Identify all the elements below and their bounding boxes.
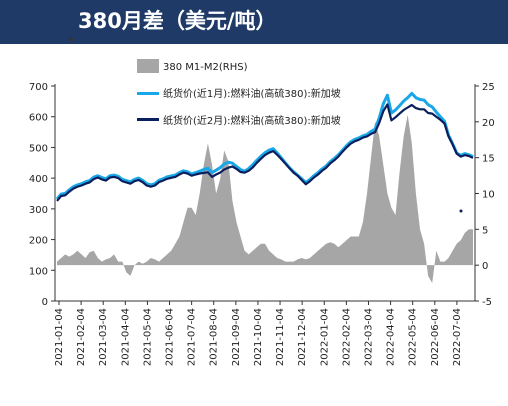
- right-tick-label: 25: [482, 82, 495, 93]
- x-tick-label: 2021-01-04: [54, 308, 65, 366]
- right-tick-label: 5: [482, 225, 488, 236]
- right-tick-label: -5: [482, 297, 492, 308]
- series-line-m2: [56, 103, 474, 202]
- x-tick-label: 2022-01-04: [319, 308, 330, 366]
- left-tick-label: 0: [42, 297, 48, 308]
- x-tick-label: 2021-03-04: [98, 308, 109, 366]
- left-tick-label: 600: [29, 113, 48, 124]
- legend-swatch-spread: [137, 59, 159, 73]
- legend: 380 M1-M2(RHS) 纸货价(近1月):燃料油(高硫380):新加坡 纸…: [137, 59, 341, 127]
- left-tick-label: 700: [29, 82, 48, 93]
- title-banner: 380月差（美元/吨）: [0, 0, 508, 44]
- right-tick-label: 15: [482, 154, 495, 165]
- legend-label-spread: 380 M1-M2(RHS): [163, 62, 248, 73]
- left-tick-label: 500: [29, 143, 48, 154]
- series-line-m1: [55, 91, 474, 200]
- x-tick-label: 2022-03-04: [363, 308, 374, 366]
- x-tick-label: 2021-12-04: [297, 308, 308, 366]
- page-title: 380月差（美元/吨）: [78, 9, 277, 33]
- legend-label-m2: 纸货价(近2月):燃料油(高硫380):新加坡: [163, 114, 341, 127]
- left-tick-label: 400: [29, 174, 48, 185]
- x-tick-label: 2021-10-04: [253, 308, 264, 366]
- left-tick-label: 200: [29, 236, 48, 247]
- x-tick-label: 2022-07-04: [452, 308, 463, 366]
- stray-marker: [459, 209, 463, 213]
- x-tick-label: 2021-02-04: [76, 308, 87, 366]
- left-tick-label: 100: [29, 266, 48, 277]
- x-tick-label: 2021-06-04: [165, 308, 176, 366]
- x-tick-label: 2021-04-04: [120, 308, 131, 366]
- x-tick-label: 2022-02-04: [341, 308, 352, 366]
- x-tick-label: 2021-09-04: [231, 308, 242, 366]
- x-tick-label: 2021-05-04: [142, 308, 153, 366]
- decorative-dot: [70, 38, 73, 41]
- x-tick-label: 2022-05-04: [408, 308, 419, 366]
- series-area-spread: [57, 114, 473, 284]
- left-tick-label: 300: [29, 205, 48, 216]
- marks-group: [55, 91, 474, 284]
- x-tick-label: 2021-08-04: [209, 308, 220, 366]
- legend-swatch-m2: [137, 118, 159, 121]
- x-tick-label: 2021-07-04: [187, 308, 198, 366]
- legend-swatch-m1: [137, 92, 159, 95]
- right-tick-label: 0: [482, 261, 488, 272]
- right-tick-label: 10: [482, 190, 495, 201]
- x-tick-label: 2022-06-04: [430, 308, 441, 366]
- x-tick-label: 2022-04-04: [386, 308, 397, 366]
- axes-group: 0 100 200 300 400 500 600 700 -5 0 5 10 15 20 25 2021-0…: [29, 82, 495, 366]
- right-tick-label: 20: [482, 118, 495, 129]
- x-tick-label: 2021-11-04: [275, 308, 286, 366]
- legend-label-m1: 纸货价(近1月):燃料油(高硫380):新加坡: [163, 87, 341, 100]
